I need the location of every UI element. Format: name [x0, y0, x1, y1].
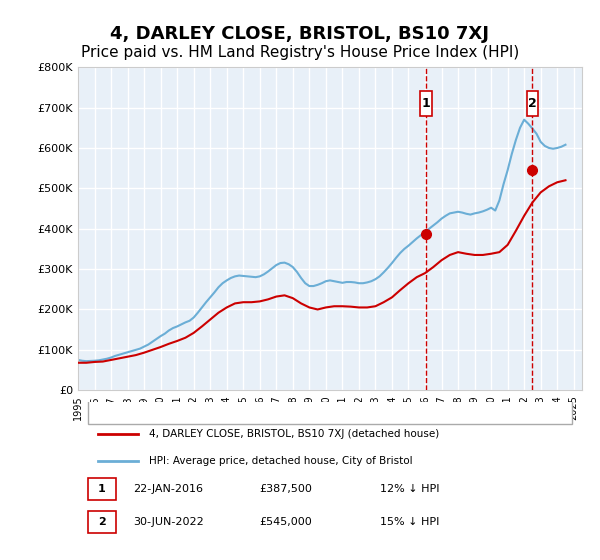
Text: 1: 1: [422, 97, 430, 110]
Text: 4, DARLEY CLOSE, BRISTOL, BS10 7XJ: 4, DARLEY CLOSE, BRISTOL, BS10 7XJ: [110, 25, 490, 43]
Text: 4, DARLEY CLOSE, BRISTOL, BS10 7XJ (detached house): 4, DARLEY CLOSE, BRISTOL, BS10 7XJ (deta…: [149, 430, 439, 439]
Text: 2: 2: [98, 517, 106, 526]
Text: 12% ↓ HPI: 12% ↓ HPI: [380, 484, 440, 494]
Text: HPI: Average price, detached house, City of Bristol: HPI: Average price, detached house, City…: [149, 456, 412, 466]
FancyBboxPatch shape: [527, 91, 538, 116]
Text: 2: 2: [528, 97, 537, 110]
FancyBboxPatch shape: [88, 478, 116, 500]
Text: 22-JAN-2016: 22-JAN-2016: [133, 484, 203, 494]
Text: 1: 1: [98, 484, 106, 494]
Text: 30-JUN-2022: 30-JUN-2022: [133, 517, 204, 526]
Text: 15% ↓ HPI: 15% ↓ HPI: [380, 517, 440, 526]
FancyBboxPatch shape: [88, 511, 116, 533]
FancyBboxPatch shape: [88, 380, 572, 424]
Text: £545,000: £545,000: [259, 517, 312, 526]
FancyBboxPatch shape: [420, 91, 432, 116]
Text: Price paid vs. HM Land Registry's House Price Index (HPI): Price paid vs. HM Land Registry's House …: [81, 45, 519, 60]
Text: £387,500: £387,500: [259, 484, 313, 494]
